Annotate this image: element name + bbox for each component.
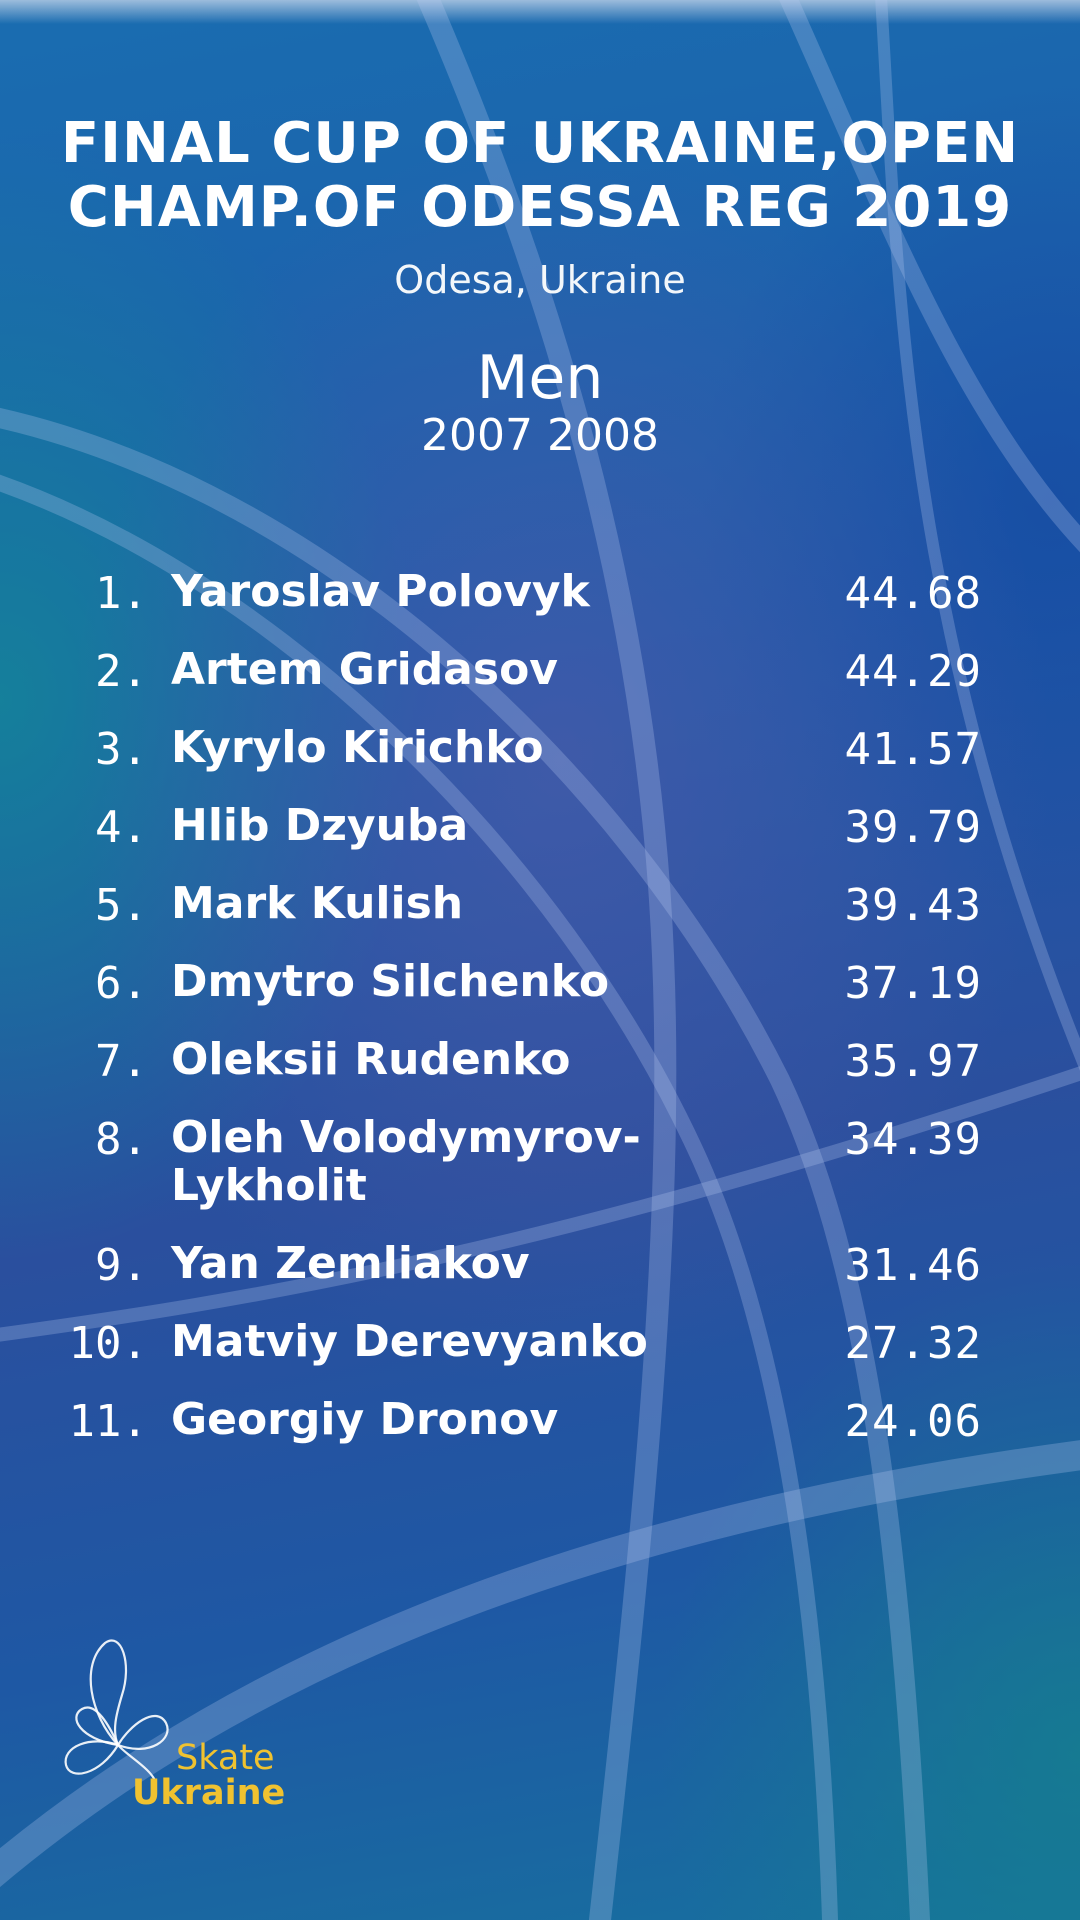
category-title: Men — [476, 343, 604, 413]
result-score: 37.19 — [844, 958, 982, 1009]
result-rank: 7. — [95, 1036, 148, 1087]
result-rank: 8. — [95, 1114, 148, 1165]
result-score: 27.32 — [844, 1318, 982, 1369]
event-header: FINAL CUP OF UKRAINE,OPEN CHAMP.OF ODESS… — [0, 112, 1080, 462]
results-list: 1. Yaroslav Polovyk 44.68 2. Artem Grida… — [0, 568, 1080, 1474]
result-score: 34.39 — [844, 1114, 982, 1165]
result-row: 10. Matviy Derevyanko 27.32 — [0, 1318, 1080, 1396]
result-rank: 2. — [95, 646, 148, 697]
event-location: Odesa, Ukraine — [394, 258, 686, 302]
event-title: FINAL CUP OF UKRAINE,OPEN CHAMP.OF ODESS… — [60, 111, 1020, 240]
result-row: 5. Mark Kulish 39.43 — [0, 880, 1080, 958]
result-name: Matviy Derevyanko — [171, 1316, 648, 1367]
result-name: Yan Zemliakov — [171, 1238, 530, 1289]
result-row: 1. Yaroslav Polovyk 44.68 — [0, 568, 1080, 646]
result-row: 7. Oleksii Rudenko 35.97 — [0, 1036, 1080, 1114]
result-row: 11. Georgiy Dronov 24.06 — [0, 1396, 1080, 1474]
result-score: 24.06 — [844, 1396, 982, 1447]
result-rank: 3. — [95, 724, 148, 775]
result-score: 44.29 — [844, 646, 982, 697]
result-rank: 9. — [95, 1240, 148, 1291]
result-row: 3. Kyrylo Kirichko 41.57 — [0, 724, 1080, 802]
result-rank: 5. — [95, 880, 148, 931]
result-row: 9. Yan Zemliakov 31.46 — [0, 1240, 1080, 1318]
result-name: Dmytro Silchenko — [171, 956, 610, 1007]
skate-ukraine-flower-icon — [64, 1639, 169, 1784]
result-rank: 1. — [95, 568, 148, 619]
result-score: 31.46 — [844, 1240, 982, 1291]
result-row: 4. Hlib Dzyuba 39.79 — [0, 802, 1080, 880]
arc-right — [779, 0, 1080, 553]
result-name: Hlib Dzyuba — [171, 800, 469, 851]
arc-bottom-sweep — [0, 1440, 1080, 1888]
result-score: 44.68 — [844, 568, 982, 619]
arc-left-lower — [0, 474, 838, 1920]
arc-bottom-thin — [0, 1066, 1080, 1342]
logo-text-skate: Skate — [176, 1738, 275, 1778]
result-rank: 11. — [68, 1396, 148, 1447]
category-subtitle: 2007 2008 — [421, 410, 659, 461]
result-row: 8. Oleh Volodymyrov-Lykholit 34.39 — [0, 1114, 1080, 1240]
result-rank: 6. — [95, 958, 148, 1009]
result-score: 41.57 — [844, 724, 982, 775]
top-edge-highlight — [0, 0, 1080, 24]
skate-ukraine-logo: Skate Ukraine — [60, 1635, 300, 1815]
result-rank: 4. — [95, 802, 148, 853]
arc-vertical — [416, 0, 677, 1920]
result-name: Artem Gridasov — [171, 644, 558, 695]
result-name: Mark Kulish — [171, 878, 464, 929]
result-rank: 10. — [68, 1318, 148, 1369]
logo-text-ukraine: Ukraine — [132, 1773, 286, 1813]
result-name: Kyrylo Kirichko — [171, 722, 544, 773]
result-row: 2. Artem Gridasov 44.29 — [0, 646, 1080, 724]
arc-left-upper — [0, 407, 930, 1920]
arc-right-lower — [875, 0, 1080, 1071]
result-name: Georgiy Dronov — [171, 1394, 559, 1445]
result-name: Yaroslav Polovyk — [171, 566, 590, 617]
result-score: 35.97 — [844, 1036, 982, 1087]
result-row: 6. Dmytro Silchenko 37.19 — [0, 958, 1080, 1036]
result-name: Oleh Volodymyrov-Lykholit — [171, 1112, 641, 1211]
result-score: 39.43 — [844, 880, 982, 931]
result-score: 39.79 — [844, 802, 982, 853]
result-name: Oleksii Rudenko — [171, 1034, 571, 1085]
